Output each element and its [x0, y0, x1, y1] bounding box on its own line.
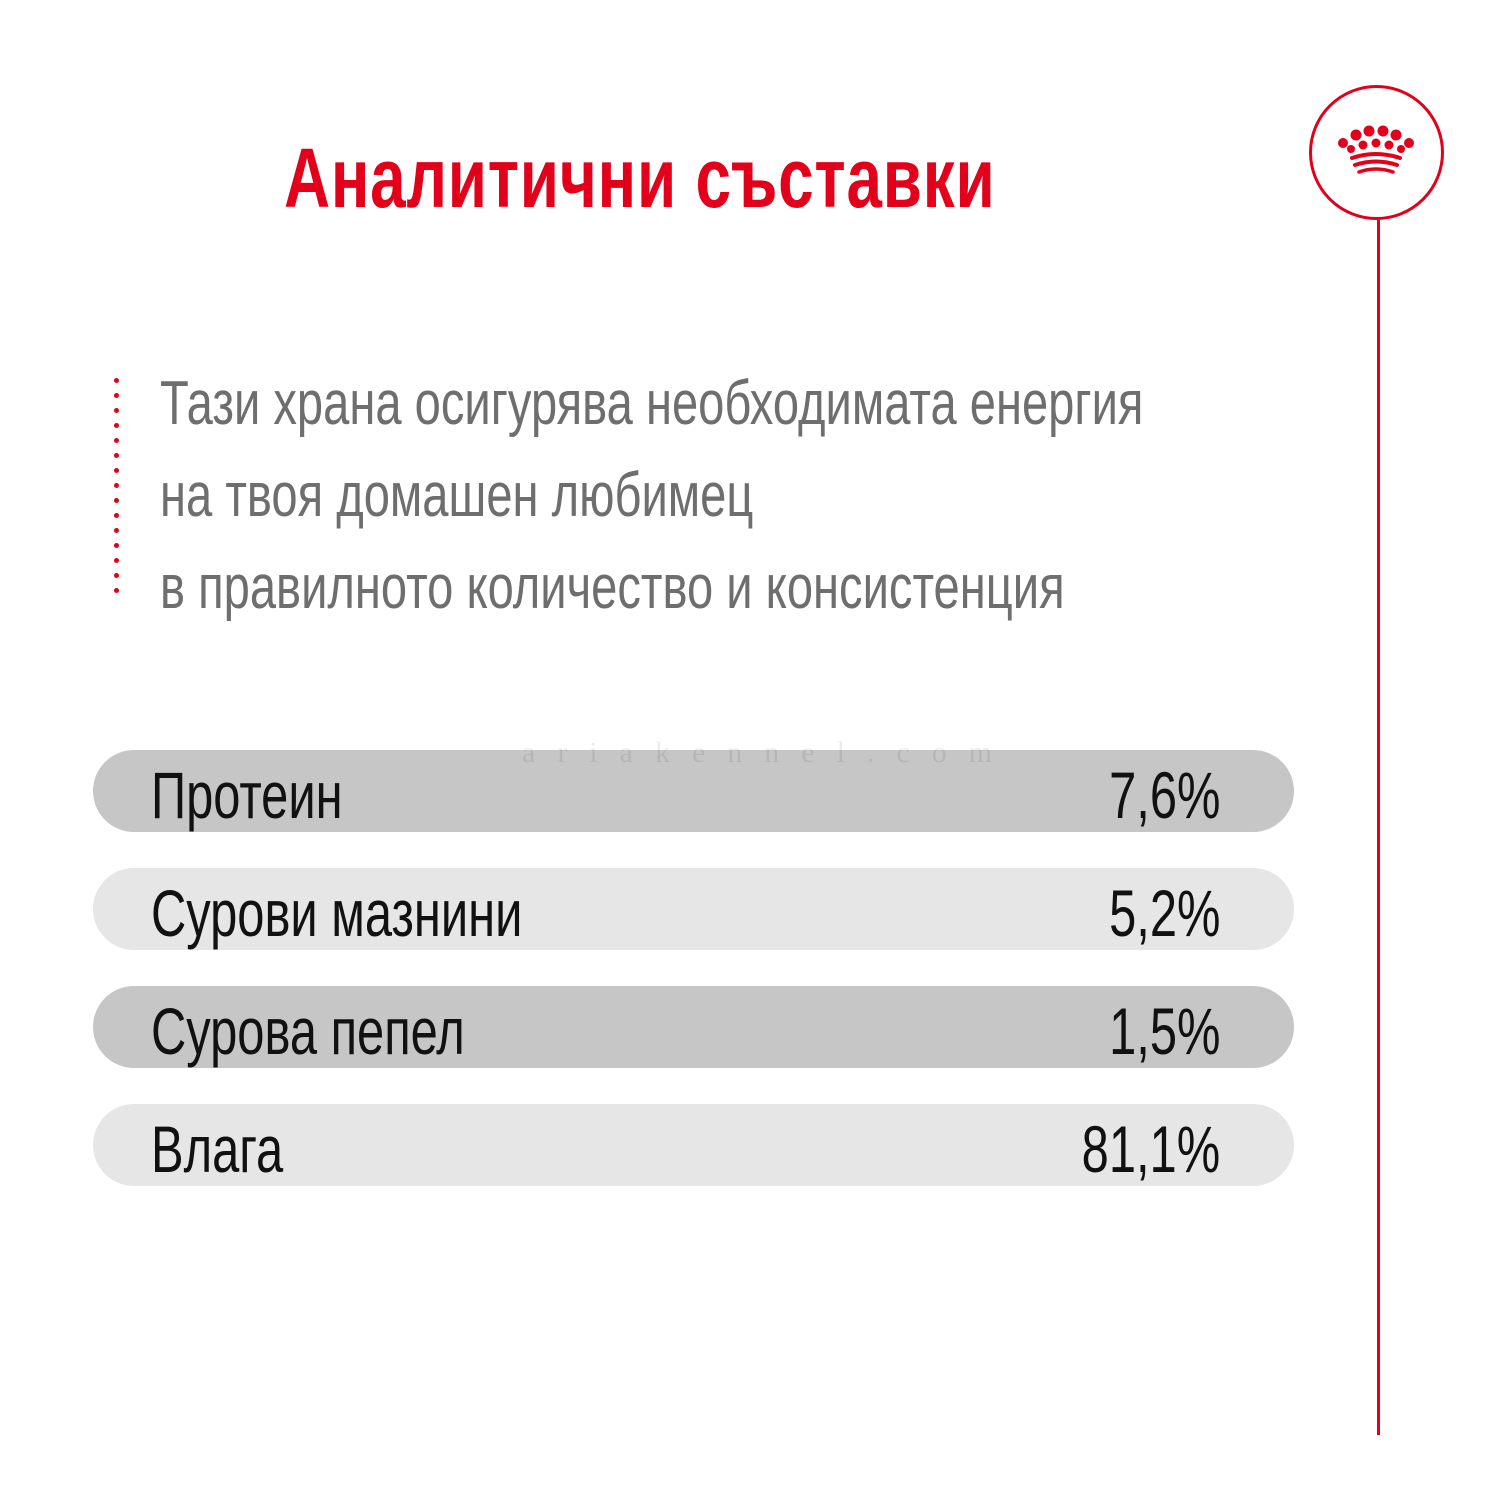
nutrient-table: Протеин 7,6% Сурови мазнини 5,2% Сурова … — [93, 750, 1294, 1222]
nutrient-label: Сурова пепел — [151, 994, 465, 1068]
description-line: Тази храна осигурява необходимата енерги… — [160, 369, 1144, 438]
vertical-red-line — [1377, 220, 1380, 1435]
nutrient-row: Сурови мазнини 5,2% — [93, 868, 1294, 950]
nutrient-row: Влага 81,1% — [93, 1104, 1294, 1186]
page-title: Аналитични съставки — [284, 131, 996, 225]
description-line: на твоя домашен любимец — [160, 461, 754, 530]
nutrient-value: 5,2% — [1108, 876, 1220, 950]
nutrient-value: 7,6% — [1108, 758, 1220, 832]
royal-canin-logo — [1309, 85, 1444, 220]
nutrient-row: Сурова пепел 1,5% — [93, 986, 1294, 1068]
nutrient-value: 1,5% — [1108, 994, 1220, 1068]
description: Тази храна осигурява необходимата енерги… — [160, 358, 1143, 634]
nutrient-row: Протеин 7,6% — [93, 750, 1294, 832]
nutrient-value: 81,1% — [1081, 1112, 1220, 1186]
nutrient-label: Протеин — [151, 758, 343, 832]
description-line: в правилното количество и консистенция — [160, 553, 1065, 622]
crown-icon — [1338, 125, 1414, 174]
watermark: ariakennel.com — [522, 736, 1015, 769]
nutrient-label: Сурови мазнини — [151, 876, 523, 950]
nutrient-label: Влага — [151, 1112, 284, 1186]
dotted-accent-line — [114, 378, 120, 608]
